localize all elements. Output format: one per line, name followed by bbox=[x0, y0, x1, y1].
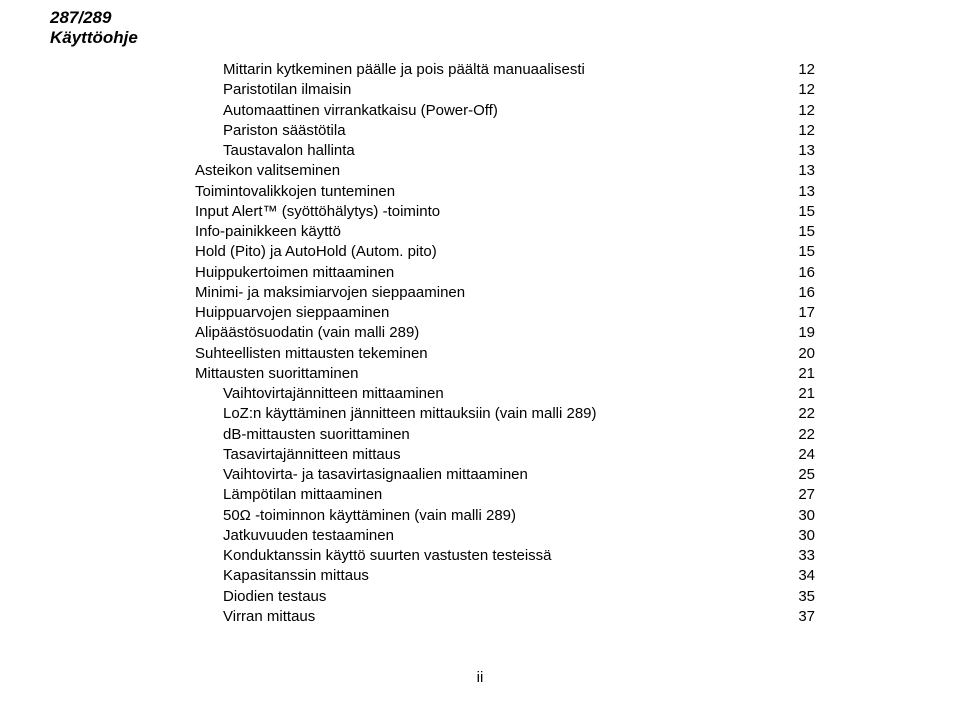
toc-row: Pariston säästötila 12 bbox=[195, 121, 815, 141]
toc-entry-page: 12 bbox=[791, 121, 815, 141]
toc-entry-page: 20 bbox=[791, 344, 815, 364]
toc-entry-title: Mittausten suorittaminen bbox=[195, 364, 358, 384]
toc-row: dB-mittausten suorittaminen 22 bbox=[195, 425, 815, 445]
toc-entry-page: 13 bbox=[791, 161, 815, 181]
toc-row: Konduktanssin käyttö suurten vastusten t… bbox=[195, 546, 815, 566]
toc-entry-page: 22 bbox=[791, 404, 815, 424]
toc-row: Jatkuvuuden testaaminen 30 bbox=[195, 526, 815, 546]
toc-entry-title: dB-mittausten suorittaminen bbox=[223, 425, 410, 445]
toc-entry-title: Suhteellisten mittausten tekeminen bbox=[195, 344, 428, 364]
toc-row: Taustavalon hallinta 13 bbox=[195, 141, 815, 161]
toc-row: Lämpötilan mittaaminen 27 bbox=[195, 485, 815, 505]
toc-row: Input Alert™ (syöttöhälytys) -toiminto 15 bbox=[195, 202, 815, 222]
toc-row: Vaihtovirta- ja tasavirtasignaalien mitt… bbox=[195, 465, 815, 485]
toc-entry-title: Konduktanssin käyttö suurten vastusten t… bbox=[223, 546, 552, 566]
toc-row: 50Ω -toiminnon käyttäminen (vain malli 2… bbox=[195, 506, 815, 526]
toc-entry-title: LoZ:n käyttäminen jännitteen mittauksiin… bbox=[223, 404, 597, 424]
toc-entry-page: 30 bbox=[791, 506, 815, 526]
toc-entry-title: Asteikon valitseminen bbox=[195, 161, 340, 181]
header-line-2: Käyttöohje bbox=[50, 28, 138, 48]
toc-entry-page: 27 bbox=[791, 485, 815, 505]
toc-row: Mittausten suorittaminen 21 bbox=[195, 364, 815, 384]
toc-entry-page: 19 bbox=[791, 323, 815, 343]
toc-entry-page: 12 bbox=[791, 80, 815, 100]
toc-entry-title: Virran mittaus bbox=[223, 607, 315, 627]
toc-entry-title: Pariston säästötila bbox=[223, 121, 346, 141]
toc-entry-title: Lämpötilan mittaaminen bbox=[223, 485, 382, 505]
page-footer: ii bbox=[0, 669, 960, 686]
toc-entry-title: Info-painikkeen käyttö bbox=[195, 222, 341, 242]
toc-entry-title: Vaihtovirtajännitteen mittaaminen bbox=[223, 384, 444, 404]
toc-row: Paristotilan ilmaisin 12 bbox=[195, 80, 815, 100]
toc-entry-title: Huippukertoimen mittaaminen bbox=[195, 263, 394, 283]
toc-entry-page: 16 bbox=[791, 263, 815, 283]
toc-entry-title: Hold (Pito) ja AutoHold (Autom. pito) bbox=[195, 242, 437, 262]
toc-entry-title: Kapasitanssin mittaus bbox=[223, 566, 369, 586]
toc-entry-page: 25 bbox=[791, 465, 815, 485]
toc-entry-page: 35 bbox=[791, 587, 815, 607]
toc-entry-title: Input Alert™ (syöttöhälytys) -toiminto bbox=[195, 202, 440, 222]
toc-row: Toimintovalikkojen tunteminen 13 bbox=[195, 182, 815, 202]
page-header: 287/289 Käyttöohje bbox=[50, 8, 138, 49]
toc-entry-page: 22 bbox=[791, 425, 815, 445]
toc-entry-page: 30 bbox=[791, 526, 815, 546]
toc-entry-title: Toimintovalikkojen tunteminen bbox=[195, 182, 395, 202]
toc-row: Info-painikkeen käyttö 15 bbox=[195, 222, 815, 242]
toc-entry-title: Jatkuvuuden testaaminen bbox=[223, 526, 394, 546]
toc-row: Mittarin kytkeminen päälle ja pois päält… bbox=[195, 60, 815, 80]
toc-entry-page: 16 bbox=[791, 283, 815, 303]
table-of-contents: Mittarin kytkeminen päälle ja pois päält… bbox=[195, 60, 815, 627]
toc-row: Tasavirtajännitteen mittaus 24 bbox=[195, 445, 815, 465]
toc-row: Suhteellisten mittausten tekeminen 20 bbox=[195, 344, 815, 364]
toc-row: LoZ:n käyttäminen jännitteen mittauksiin… bbox=[195, 404, 815, 424]
toc-entry-page: 24 bbox=[791, 445, 815, 465]
toc-row: Vaihtovirtajännitteen mittaaminen 21 bbox=[195, 384, 815, 404]
toc-entry-title: Diodien testaus bbox=[223, 587, 326, 607]
toc-entry-page: 17 bbox=[791, 303, 815, 323]
toc-entry-title: Vaihtovirta- ja tasavirtasignaalien mitt… bbox=[223, 465, 528, 485]
toc-entry-title: Huippuarvojen sieppaaminen bbox=[195, 303, 389, 323]
toc-entry-page: 15 bbox=[791, 242, 815, 262]
toc-row: Virran mittaus 37 bbox=[195, 607, 815, 627]
toc-entry-title: Taustavalon hallinta bbox=[223, 141, 355, 161]
toc-entry-page: 15 bbox=[791, 222, 815, 242]
toc-row: Automaattinen virrankatkaisu (Power-Off)… bbox=[195, 101, 815, 121]
toc-entry-page: 13 bbox=[791, 182, 815, 202]
toc-entry-page: 34 bbox=[791, 566, 815, 586]
toc-row: Minimi- ja maksimiarvojen sieppaaminen 16 bbox=[195, 283, 815, 303]
toc-entry-title: Paristotilan ilmaisin bbox=[223, 80, 351, 100]
toc-entry-title: Tasavirtajännitteen mittaus bbox=[223, 445, 401, 465]
toc-row: Asteikon valitseminen 13 bbox=[195, 161, 815, 181]
toc-row: Hold (Pito) ja AutoHold (Autom. pito) 15 bbox=[195, 242, 815, 262]
toc-entry-page: 33 bbox=[791, 546, 815, 566]
header-line-1: 287/289 bbox=[50, 8, 138, 28]
toc-entry-page: 12 bbox=[791, 101, 815, 121]
toc-entry-page: 21 bbox=[791, 364, 815, 384]
toc-entry-page: 13 bbox=[791, 141, 815, 161]
toc-row: Kapasitanssin mittaus 34 bbox=[195, 566, 815, 586]
toc-entry-page: 15 bbox=[791, 202, 815, 222]
document-page: 287/289 Käyttöohje Mittarin kytkeminen p… bbox=[0, 0, 960, 704]
toc-entry-title: Automaattinen virrankatkaisu (Power-Off) bbox=[223, 101, 498, 121]
toc-entry-title: Minimi- ja maksimiarvojen sieppaaminen bbox=[195, 283, 465, 303]
toc-row: Diodien testaus 35 bbox=[195, 587, 815, 607]
toc-entry-page: 12 bbox=[791, 60, 815, 80]
toc-entry-title: Mittarin kytkeminen päälle ja pois päält… bbox=[223, 60, 585, 80]
page-number-label: ii bbox=[477, 669, 484, 686]
toc-row: Huippukertoimen mittaaminen 16 bbox=[195, 263, 815, 283]
toc-row: Alipäästösuodatin (vain malli 289) 19 bbox=[195, 323, 815, 343]
toc-row: Huippuarvojen sieppaaminen 17 bbox=[195, 303, 815, 323]
toc-entry-title: 50Ω -toiminnon käyttäminen (vain malli 2… bbox=[223, 506, 516, 526]
toc-entry-page: 21 bbox=[791, 384, 815, 404]
toc-entry-title: Alipäästösuodatin (vain malli 289) bbox=[195, 323, 419, 343]
toc-entry-page: 37 bbox=[791, 607, 815, 627]
